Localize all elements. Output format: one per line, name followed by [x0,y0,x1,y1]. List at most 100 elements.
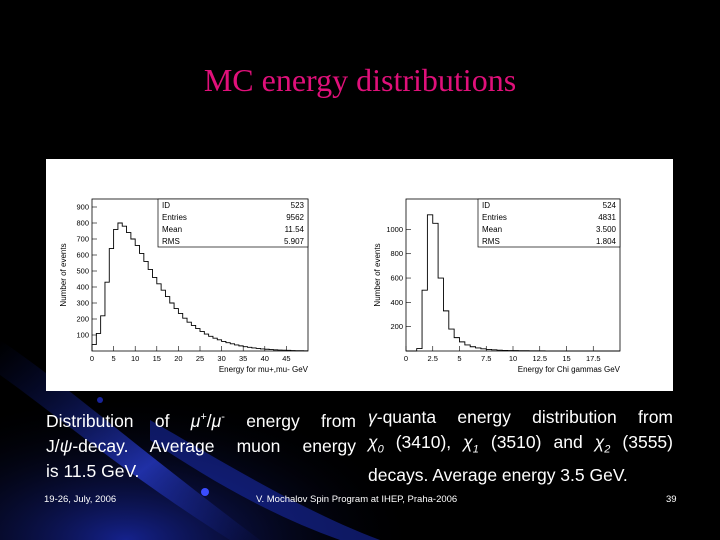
y-tick-label: 300 [76,299,89,308]
y-tick-label: 100 [76,331,89,340]
stats-label: Mean [162,225,182,234]
histogram-bar [449,329,454,351]
histogram-bar [465,345,470,351]
footer-date: 19-26, July, 2006 [44,494,117,505]
y-tick-label: 200 [76,315,89,324]
histogram-bar [144,261,148,351]
x-tick-label: 15 [562,354,570,363]
histogram-bar [174,309,178,351]
x-tick-label: 0 [404,354,408,363]
y-tick-label: 600 [390,274,403,283]
histogram-bar [217,340,221,351]
page-number: 39 [666,494,677,505]
histogram-bar [183,318,187,351]
x-tick-label: 45 [282,354,290,363]
histogram-bar [101,316,105,351]
slide-title: MC energy distributions [203,62,517,98]
y-tick-label: 900 [76,203,89,212]
x-tick-label: 10 [131,354,139,363]
y-tick-label: 800 [390,249,403,258]
caption-right: γ-quanta energy distribution from χ0 (34… [368,405,673,488]
x-tick-label: 0 [90,354,94,363]
histogram-bar [109,249,113,351]
stats-value: 524 [603,201,617,210]
caption-right-line-1: γ-quanta energy distribution from [368,407,673,427]
histogram-bar [165,297,169,351]
histogram-outline [91,222,308,352]
y-axis-label: Number of events [373,243,382,306]
x-tick-label: 15 [153,354,161,363]
stats-label: RMS [482,237,500,246]
x-tick-label: 7.5 [481,354,491,363]
stats-label: Entries [482,213,507,222]
x-axis-label: Energy for mu+,mu- GeV [219,365,309,374]
stats-value: 9562 [286,213,304,222]
histogram-bar [187,322,191,351]
histogram-bar [191,325,195,351]
histogram-bar [476,348,481,351]
histogram-bar [161,290,165,351]
y-tick-label: 1000 [386,225,403,234]
histogram-bar [196,329,200,351]
x-tick-label: 25 [196,354,204,363]
chart-panel-muon: 100 200 300 400 500 600 700 800 900 0 5 10 15 20 25 30 3… [46,159,364,391]
histogram-bar [170,303,174,351]
caption-right-line-3: decays. Average energy 3.5 GeV. [368,464,628,485]
histogram-bar [122,226,126,351]
histogram-bar [131,239,135,351]
histogram-bar [235,345,239,351]
histogram-bar [438,278,443,351]
histogram-bar [248,347,252,351]
x-tick-label: 5 [457,354,461,363]
y-axis-label: Number of events [59,243,68,306]
x-tick-label: 17.5 [586,354,601,363]
stats-value: 5.907 [284,237,305,246]
x-tick-label: 30 [217,354,225,363]
histogram-bar [243,347,247,351]
caption-left-line-1: Distribution of μ+/μ- energy from [46,410,357,431]
histogram-bar [422,290,427,351]
histogram-bar [454,338,459,351]
x-tick-label: 35 [239,354,247,363]
stats-label: RMS [162,237,180,246]
stats-label: ID [482,201,490,210]
histogram-bar [427,215,432,351]
histogram-bar [178,313,182,351]
caption-right-line-2: χ0 (3410), χ1 (3510) and χ2 (3555) [368,432,673,456]
stats-value: 523 [291,201,305,210]
stats-value: 1.804 [596,237,617,246]
histogram-bar [140,253,144,351]
histogram-bar [252,348,256,351]
y-tick-label: 800 [76,219,89,228]
histogram-bar [460,342,465,351]
histogram-muon-energy: 100 200 300 400 500 600 700 800 900 0 5 10 15 20 25 30 3… [59,198,309,374]
y-tick-label: 500 [76,267,89,276]
histogram-bar [118,223,122,351]
histogram-bar [135,245,139,351]
y-tick-label: 200 [390,322,403,331]
caption-left-line-3: is 11.5 GeV. [46,460,140,481]
histogram-bar [92,345,96,351]
stats-value: 11.54 [285,225,305,234]
y-tick-label: 600 [76,251,89,260]
stats-label: Mean [482,225,502,234]
x-tick-label: 2.5 [428,354,438,363]
histogram-bar [230,344,234,351]
stats-value: 3.500 [596,225,617,234]
histogram-bar [105,282,109,351]
x-tick-label: 20 [174,354,182,363]
histogram-bar [96,333,100,351]
histogram-bar [239,346,243,351]
x-tick-label: 10 [509,354,517,363]
histogram-bar [200,331,204,351]
histogram-bar [470,347,475,351]
stats-box [477,198,621,248]
y-tick-label: 700 [76,235,89,244]
stats-box [157,198,309,248]
x-tick-label: 12.5 [532,354,547,363]
histogram-bar [148,269,152,351]
histogram-bar [152,277,156,351]
x-axis-label: Energy for Chi gammas GeV [518,365,621,374]
y-tick-label: 400 [76,283,89,292]
histogram-bar [127,233,131,351]
